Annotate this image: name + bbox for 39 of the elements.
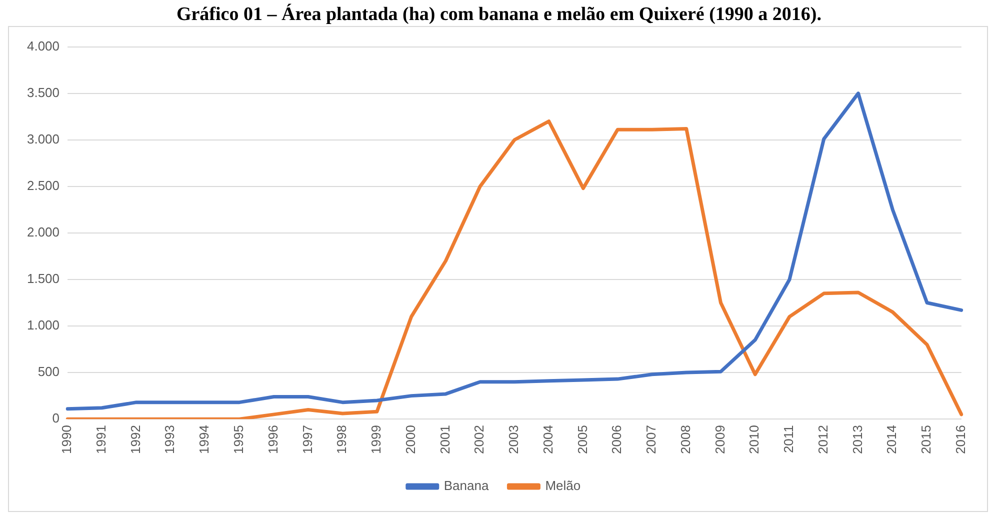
x-tick-label: 2004 xyxy=(540,425,556,454)
y-tick-label: 3.500 xyxy=(26,84,60,100)
x-tick-label: 2013 xyxy=(850,425,865,454)
x-tick-label: 2009 xyxy=(712,425,728,454)
y-tick-label: 1.500 xyxy=(26,271,60,286)
x-tick-label: 1997 xyxy=(300,425,315,454)
y-tick-label: 500 xyxy=(38,364,60,380)
x-tick-label: 1990 xyxy=(59,425,74,454)
x-tick-label: 1992 xyxy=(128,425,143,454)
x-tick-label: 1996 xyxy=(265,425,280,454)
x-tick-label: 2002 xyxy=(472,425,487,454)
y-tick-label: 4.000 xyxy=(26,38,60,54)
y-tick-label: 1.000 xyxy=(26,318,60,333)
y-tick-label: 2.000 xyxy=(26,224,60,240)
x-tick-label: 1991 xyxy=(93,425,108,454)
x-tick-label: 2005 xyxy=(574,425,590,454)
x-tick-label: 1994 xyxy=(196,425,212,454)
legend-label: Banana xyxy=(444,478,490,494)
x-tick-label: 2015 xyxy=(918,425,934,454)
y-tick-label: 2.500 xyxy=(26,178,60,193)
x-tick-label: 2003 xyxy=(506,425,522,454)
legend-label: Melão xyxy=(545,478,581,494)
x-tick-label: 1993 xyxy=(162,425,178,454)
x-tick-label: 2016 xyxy=(952,425,968,454)
x-tick-label: 1998 xyxy=(334,425,350,454)
x-tick-label: 2007 xyxy=(644,425,659,454)
x-tick-label: 2012 xyxy=(815,425,830,454)
x-tick-label: 2011 xyxy=(781,425,796,454)
x-tick-label: 2006 xyxy=(609,425,624,454)
y-tick-label: 3.000 xyxy=(26,131,60,146)
x-tick-label: 2010 xyxy=(746,425,762,454)
x-tick-label: 2001 xyxy=(437,425,452,454)
x-tick-label: 2014 xyxy=(884,425,900,454)
x-tick-label: 1995 xyxy=(231,425,246,454)
x-tick-label: 1999 xyxy=(368,425,384,454)
x-tick-label: 2008 xyxy=(678,425,693,454)
y-tick-label: 0 xyxy=(52,410,60,426)
chart-title: Gráfico 01 – Área plantada (ha) com banana e melão em Quixeré (1990 a 2016). xyxy=(175,4,823,26)
x-tick-label: 2000 xyxy=(402,425,418,454)
